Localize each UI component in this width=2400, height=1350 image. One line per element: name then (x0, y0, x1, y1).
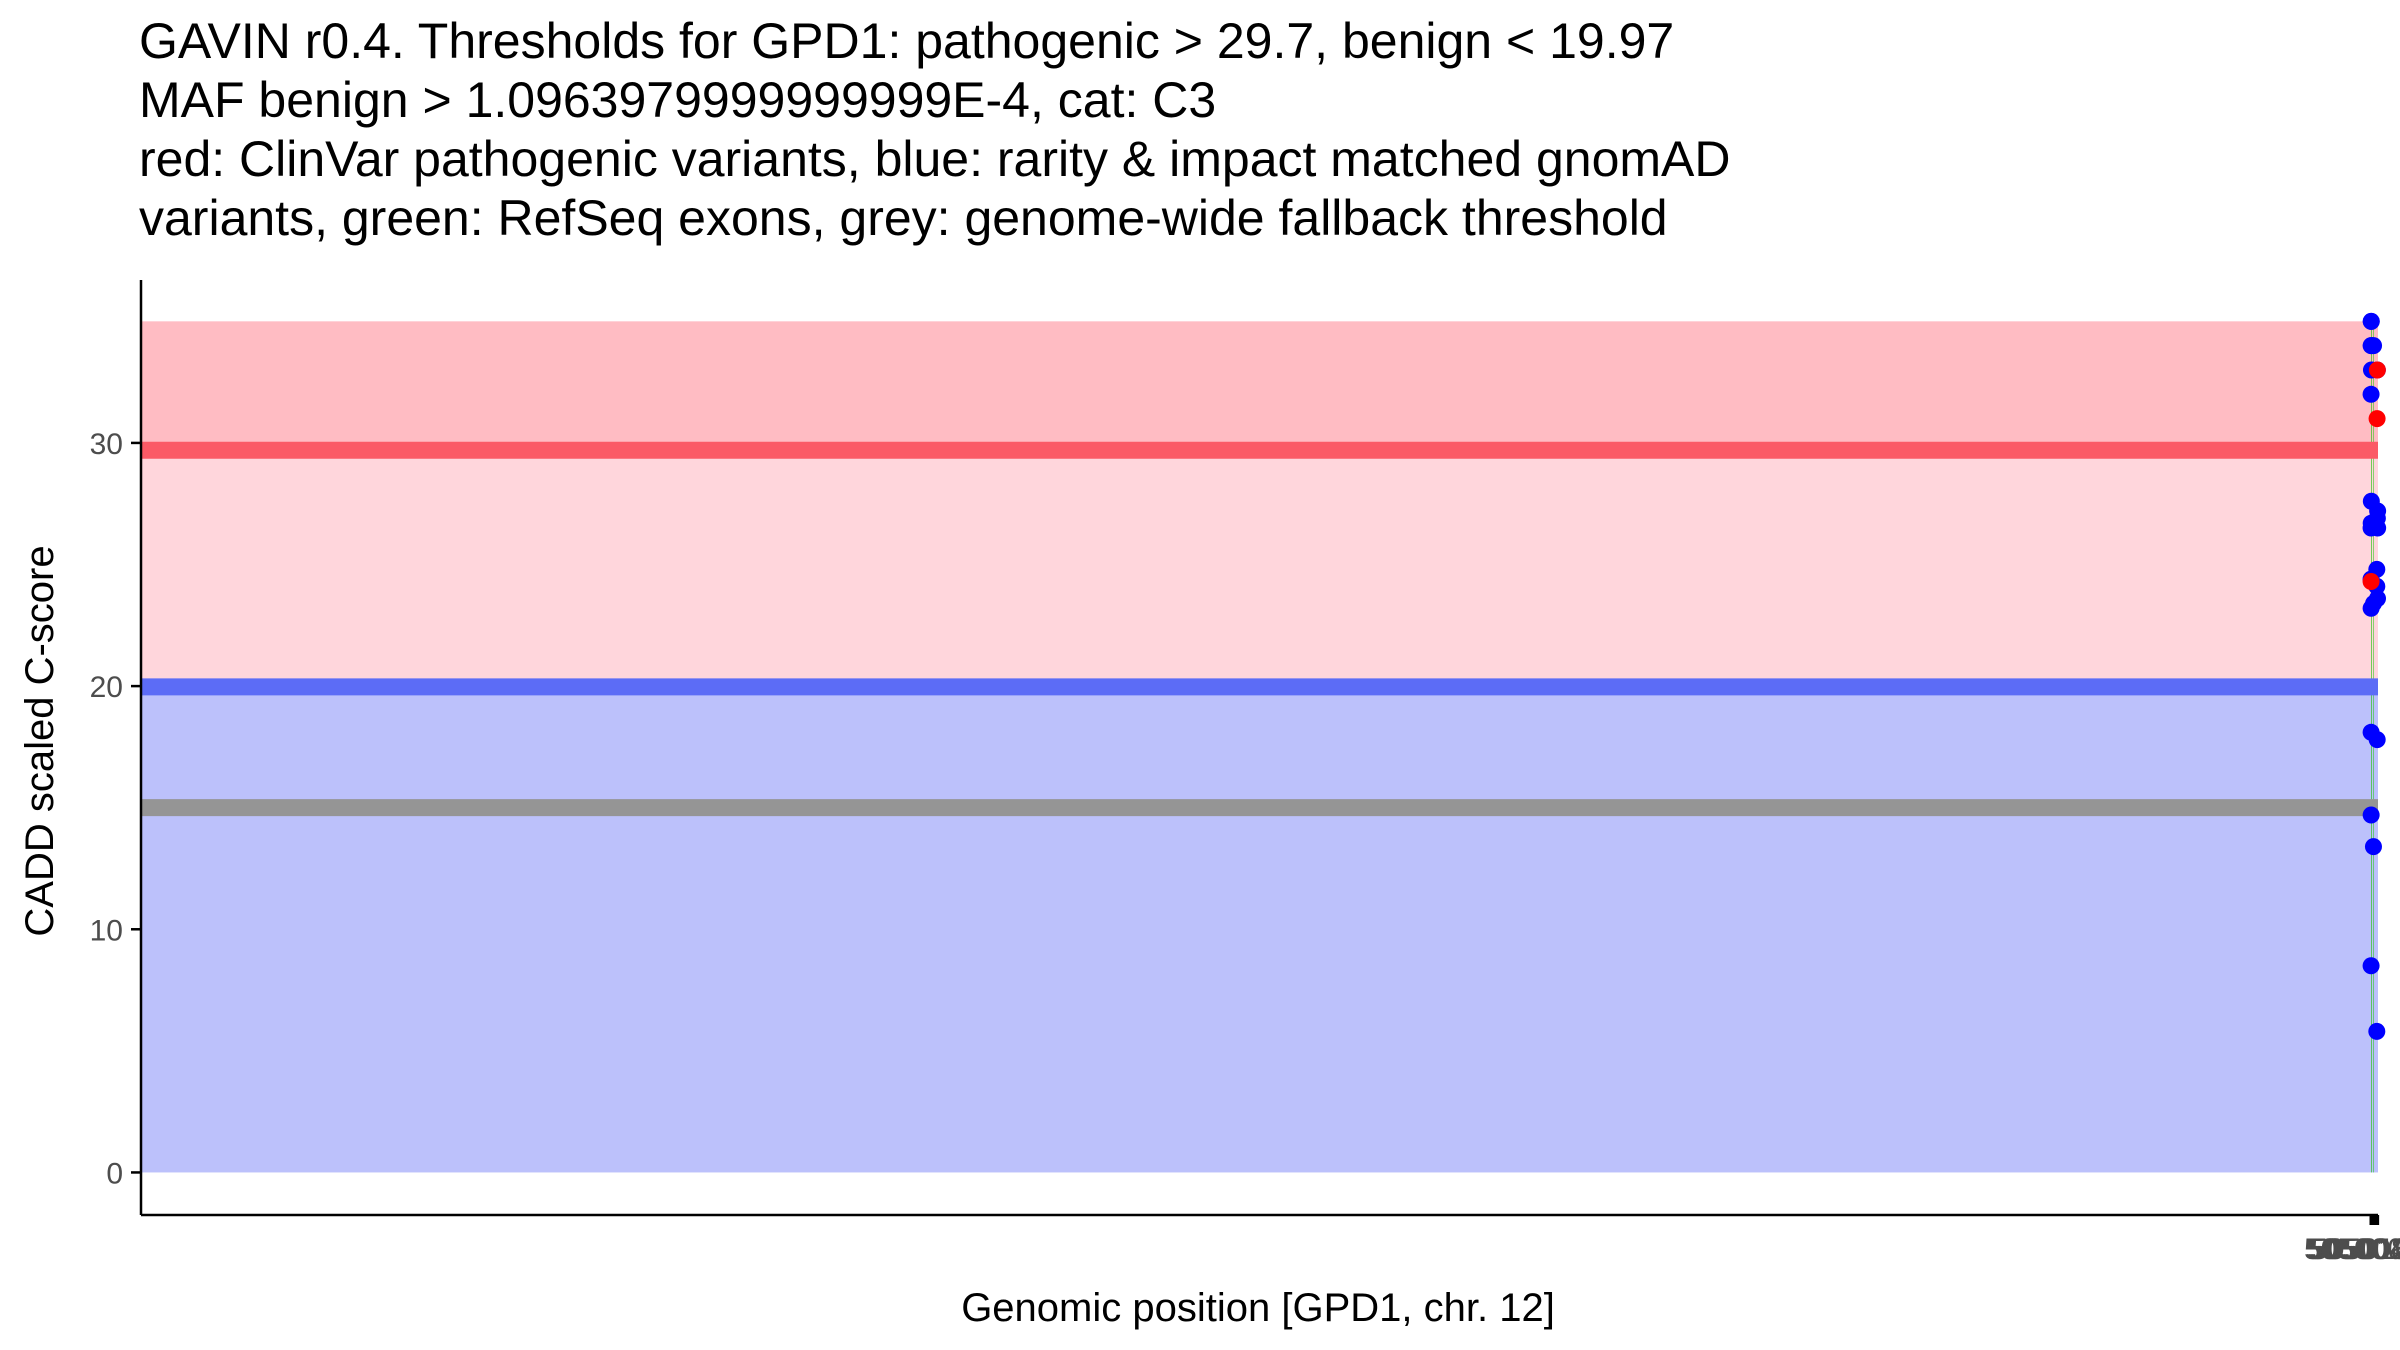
gnomad-point-22 (2368, 731, 2386, 749)
clinvar-pathogenic-point-2 (2368, 410, 2386, 428)
x-tick-label: 50501600 (2311, 1233, 2400, 1266)
x-tick-label: 50500800 (2308, 1233, 2400, 1266)
y-axis-title: CADD scaled C-score (18, 545, 62, 936)
x-tick-label: 50500400 (2306, 1233, 2400, 1266)
gnomad-point-26 (2369, 502, 2387, 520)
pathogenic-band (141, 321, 2378, 451)
gnomad-point-4 (2362, 957, 2380, 975)
clinvar-pathogenic-point-3 (2368, 361, 2386, 379)
gnomad-point-15 (2364, 838, 2382, 856)
y-tick-label: 10 (90, 914, 123, 947)
gnomad-point-16 (2365, 337, 2383, 355)
title-line-3: red: ClinVar pathogenic variants, blue: … (139, 131, 1731, 187)
exon-region-1 (2371, 321, 2372, 1173)
intermediate-band (141, 450, 2378, 687)
title-line-4: variants, green: RefSeq exons, grey: gen… (139, 190, 1668, 246)
x-axis-title: Genomic position [GPD1, chr. 12] (961, 1286, 1555, 1330)
title-line-1: GAVIN r0.4. Thresholds for GPD1: pathoge… (139, 13, 1675, 69)
y-tick-label: 30 (90, 428, 123, 461)
gnomad-point-21 (2368, 1022, 2386, 1040)
benign-band (141, 686, 2378, 1173)
threshold-lines (141, 441, 2378, 817)
gnomad-point-3 (2362, 385, 2380, 403)
x-tick-label: 50501200 (2309, 1233, 2400, 1266)
gnomad-point-11 (2362, 312, 2380, 330)
gnomad-point-8 (2362, 806, 2380, 824)
x-tick-label: 50500000 (2304, 1233, 2400, 1266)
y-tick-label: 0 (106, 1157, 123, 1190)
y-tick-label: 20 (90, 671, 123, 704)
chart-title: GAVIN r0.4. Thresholds for GPD1: pathoge… (139, 12, 2339, 248)
title-line-2: MAF benign > 1.0963979999999999E-4, cat:… (139, 72, 1217, 128)
threshold-bands (141, 321, 2378, 1173)
axes: 0 10 20 30 505000005050040050500800505012005… (90, 280, 2400, 1266)
gnomad-point-27 (2369, 519, 2387, 537)
gnomad-point-25 (2369, 590, 2387, 608)
data-points (2362, 312, 2387, 1040)
clinvar-pathogenic-point-1 (2362, 573, 2380, 591)
